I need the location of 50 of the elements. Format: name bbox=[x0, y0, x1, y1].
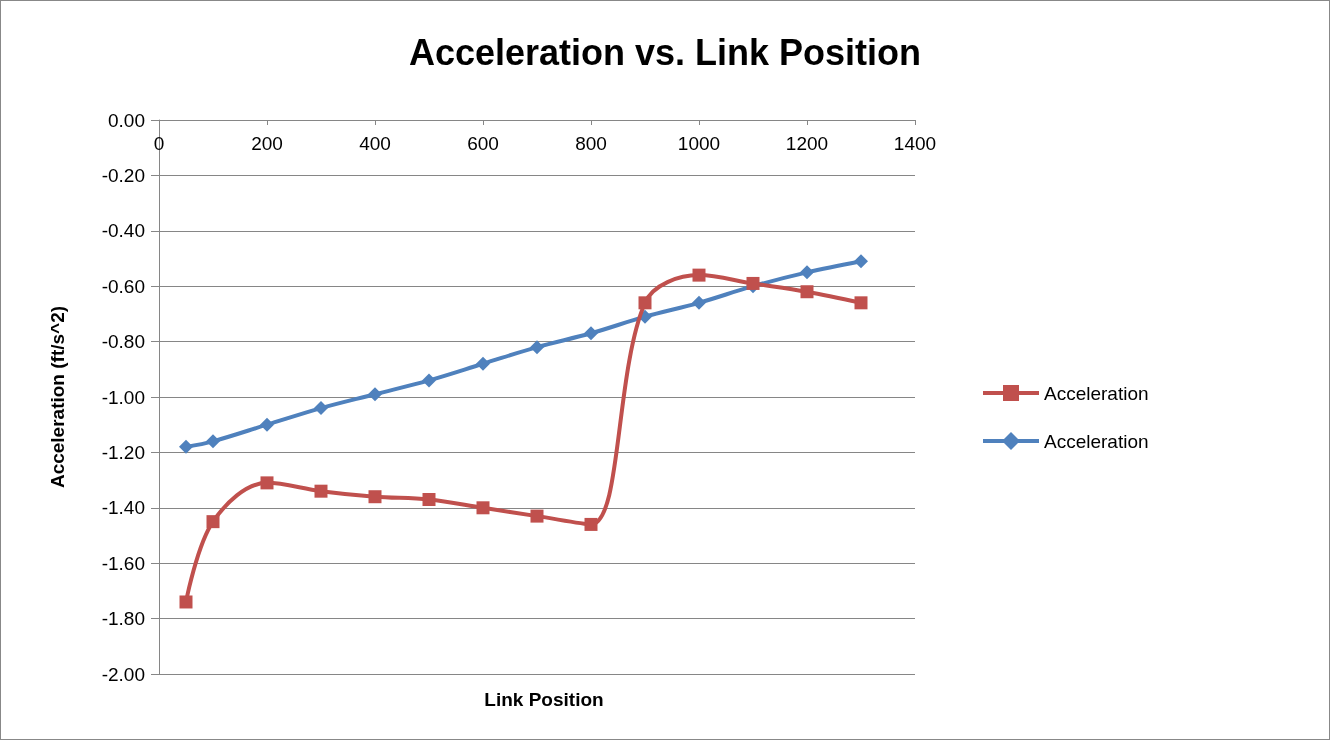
y-tick-label: -0.40 bbox=[101, 220, 145, 242]
x-tick-label: 1200 bbox=[785, 133, 829, 154]
x-tick-label: 800 bbox=[575, 133, 607, 154]
y-tick-label: -1.80 bbox=[101, 608, 145, 630]
x-tick-label: 200 bbox=[251, 133, 283, 154]
point bbox=[179, 595, 193, 609]
chart-title: Acceleration vs. Link Position bbox=[408, 31, 922, 73]
point bbox=[746, 276, 760, 290]
point bbox=[476, 501, 490, 515]
point bbox=[206, 515, 220, 529]
y-tick-label: -1.00 bbox=[101, 386, 145, 408]
y-tick-label: -1.60 bbox=[101, 552, 145, 574]
y-tick-label: -0.20 bbox=[101, 164, 145, 186]
point bbox=[206, 434, 220, 449]
x-tick-label: 600 bbox=[467, 133, 499, 154]
point bbox=[854, 254, 868, 269]
x-tick-label: 1400 bbox=[893, 133, 937, 154]
point bbox=[260, 476, 274, 490]
point bbox=[530, 340, 544, 355]
point bbox=[314, 401, 328, 416]
y-tick-label: -1.20 bbox=[101, 441, 145, 463]
x-axis-title: Link Position bbox=[484, 689, 604, 710]
point bbox=[800, 265, 814, 280]
point bbox=[422, 373, 436, 388]
point bbox=[179, 439, 193, 454]
legend-label: Acceleration bbox=[1044, 430, 1149, 452]
point bbox=[368, 387, 382, 402]
x-tick-label: 0 bbox=[153, 133, 165, 154]
point bbox=[584, 326, 598, 341]
point bbox=[314, 484, 328, 498]
point bbox=[638, 296, 652, 310]
y-tick-label: -1.40 bbox=[101, 497, 145, 519]
point bbox=[854, 296, 868, 310]
x-tick-label: 400 bbox=[359, 133, 391, 154]
point bbox=[584, 517, 598, 531]
point bbox=[800, 285, 814, 299]
y-tick-label: -0.60 bbox=[101, 275, 145, 297]
point bbox=[530, 509, 544, 523]
y-tick-label: -0.80 bbox=[101, 331, 145, 353]
point bbox=[692, 268, 706, 282]
point bbox=[422, 492, 436, 506]
y-tick-label: 0.00 bbox=[108, 109, 145, 131]
legend-label: Acceleration bbox=[1044, 382, 1149, 404]
point bbox=[692, 295, 706, 310]
x-tick-label: 1000 bbox=[677, 133, 721, 154]
y-tick-label: -2.00 bbox=[101, 663, 145, 685]
point bbox=[368, 490, 382, 504]
y-axis-title: Acceleration (ft/s^2) bbox=[47, 305, 68, 489]
point bbox=[260, 417, 274, 432]
point bbox=[476, 356, 490, 371]
